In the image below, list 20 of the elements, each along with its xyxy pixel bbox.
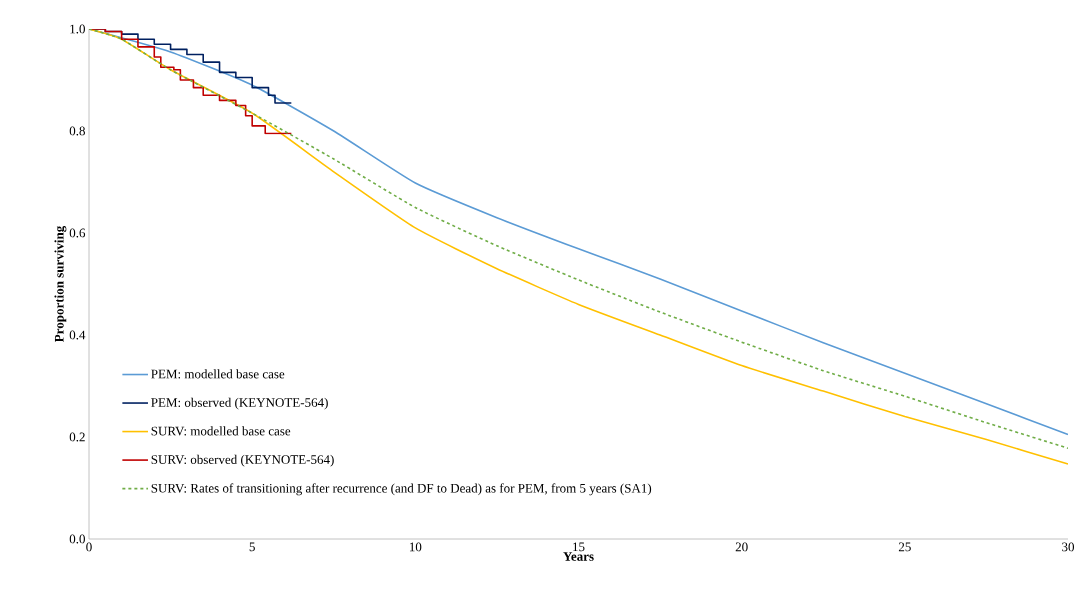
x-tick-label: 0: [86, 542, 92, 552]
y-tick-label: 0.0: [69, 534, 85, 544]
x-tick-label: 25: [898, 542, 911, 552]
x-tick-label: 15: [573, 542, 585, 552]
legend-label: PEM: observed (KEYNOTE-564): [151, 397, 328, 410]
x-tick-label: 10: [409, 542, 422, 552]
legend-label: SURV: observed (KEYNOTE-564): [151, 454, 334, 467]
y-tick-label: 0.6: [69, 228, 86, 238]
x-tick-label: 30: [1062, 542, 1075, 552]
x-axis-title: Years: [563, 552, 594, 561]
y-tick-label: 0.4: [69, 330, 86, 340]
y-tick-label: 0.8: [69, 126, 85, 136]
x-tick-label: 20: [735, 542, 748, 552]
legend-label: SURV: Rates of transitioning after recurrence (and DF to Dead) as for PEM, from 5 years (SA1): [151, 483, 652, 496]
y-axis-title: Proportion surviving: [54, 225, 67, 342]
legend-label: PEM: modelled base case: [151, 369, 285, 379]
legend-label: SURV: modelled base case: [151, 426, 291, 436]
x-tick-label: 5: [249, 542, 255, 552]
y-tick-label: 1.0: [70, 24, 85, 34]
y-tick-label: 0.2: [69, 432, 85, 442]
